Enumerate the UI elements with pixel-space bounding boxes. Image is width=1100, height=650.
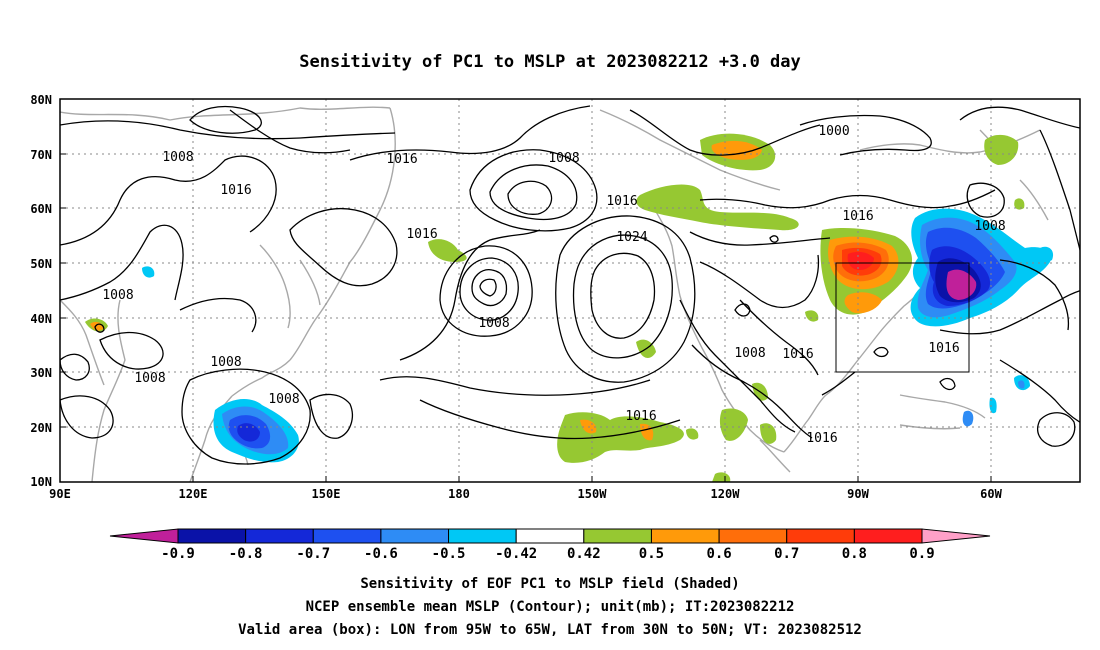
map-title: Sensitivity of PC1 to MSLP at 2023082212… (299, 52, 801, 72)
contour-label: 1016 (928, 341, 959, 356)
lon-label: 120W (711, 487, 741, 501)
lon-label: 120E (179, 487, 208, 501)
colorbar-swatch (177, 528, 247, 544)
negative-sensitivity-shading (142, 208, 1054, 463)
colorbar-high-triangle (921, 528, 991, 544)
valid-area-box (835, 262, 970, 373)
contour-label: 1008 (974, 219, 1005, 234)
contour-label: 1016 (220, 183, 251, 198)
contour-label: 1016 (782, 347, 813, 362)
colorbar-swatch (448, 528, 517, 544)
contour-label: 1008 (268, 392, 299, 407)
map-area: 1008 1016 1008 1000 1016 1016 1016 1024 … (60, 99, 1080, 482)
map-frame (59, 98, 1081, 483)
tick-marks (60, 98, 992, 482)
lon-label: 150W (578, 487, 608, 501)
colorbar-swatch (583, 528, 652, 544)
contour-label: 1008 (102, 288, 133, 303)
contour-label: 1016 (606, 194, 637, 209)
colorbar-swatch (380, 528, 450, 544)
colorbar-swatch (245, 528, 314, 544)
contour-label: 1008 (134, 371, 165, 386)
lon-label: 60W (980, 487, 1002, 501)
latitude-labels: 80N 70N 60N 50N 40N 30N 20N 10N (30, 93, 52, 489)
lat-label: 20N (30, 421, 52, 435)
lon-label: 90E (49, 487, 71, 501)
caption-line-1: Sensitivity of EOF PC1 to MSLP field (Sh… (360, 576, 739, 592)
colorbar-tick-label: 0.42 (567, 546, 601, 562)
lat-label: 60N (30, 202, 52, 216)
contour-label: 1008 (478, 316, 509, 331)
contour-label: 1016 (842, 209, 873, 224)
colorbar-tick-label: -0.8 (229, 546, 263, 562)
colorbar-low-triangle (109, 528, 179, 544)
lon-label: 90W (847, 487, 869, 501)
colorbar-tick-label: 0.6 (706, 546, 731, 562)
colorbar-tick-label: -0.42 (495, 546, 537, 562)
lat-label: 40N (30, 312, 52, 326)
colorbar-tick-label: -0.7 (296, 546, 330, 562)
lat-lon-grid (60, 99, 1080, 482)
contour-label: 1016 (625, 409, 656, 424)
contour-label: 1016 (406, 227, 437, 242)
lat-label: 80N (30, 93, 52, 107)
lat-label: 30N (30, 366, 52, 380)
caption-line-2: NCEP ensemble mean MSLP (Contour); unit(… (306, 599, 795, 615)
colorbar-swatch (650, 528, 720, 544)
caption-line-3: Valid area (box): LON from 95W to 65W, L… (238, 622, 862, 638)
contour-label: 1024 (616, 230, 647, 245)
colorbar-tick-label: -0.6 (364, 546, 398, 562)
colorbar-tick-label: 0.5 (639, 546, 664, 562)
colorbar-swatch (786, 528, 855, 544)
contour-label: 1000 (818, 124, 849, 139)
colorbar-swatch (515, 528, 585, 544)
colorbar: -0.9 -0.8 -0.7 -0.6 -0.5 -0.42 0.42 0.5 0.6 0.7 0.… (109, 528, 991, 562)
contour-label: 1008 (162, 150, 193, 165)
lon-label: 150E (312, 487, 341, 501)
lat-label: 70N (30, 148, 52, 162)
colorbar-tick-label: -0.5 (432, 546, 466, 562)
lat-label: 50N (30, 257, 52, 271)
contour-label: 1008 (734, 346, 765, 361)
contour-label: 1008 (210, 355, 241, 370)
colorbar-tick-label: 0.7 (774, 546, 799, 562)
colorbar-tick-label: -0.9 (161, 546, 195, 562)
contour-label: 1016 (806, 431, 837, 446)
longitude-labels: 90E 120E 150E 180 150W 120W 90W 60W (49, 487, 1002, 501)
contour-label: 1008 (548, 151, 579, 166)
lat-label: 10N (30, 475, 52, 489)
contour-labels: 1008 1016 1008 1000 1016 1016 1016 1024 … (102, 124, 1005, 446)
colorbar-tick-label: 0.9 (909, 546, 934, 562)
contour-label: 1016 (386, 152, 417, 167)
colorbar-swatch (718, 528, 788, 544)
colorbar-tick-label: 0.8 (842, 546, 867, 562)
mslp-contours (60, 105, 1080, 465)
lon-label: 180 (448, 487, 470, 501)
colorbar-swatch (312, 528, 382, 544)
colorbar-swatch (853, 528, 923, 544)
